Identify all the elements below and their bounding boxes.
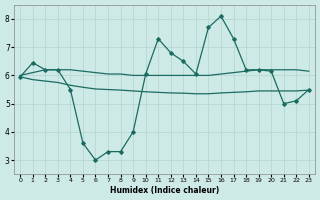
X-axis label: Humidex (Indice chaleur): Humidex (Indice chaleur)	[110, 186, 219, 195]
